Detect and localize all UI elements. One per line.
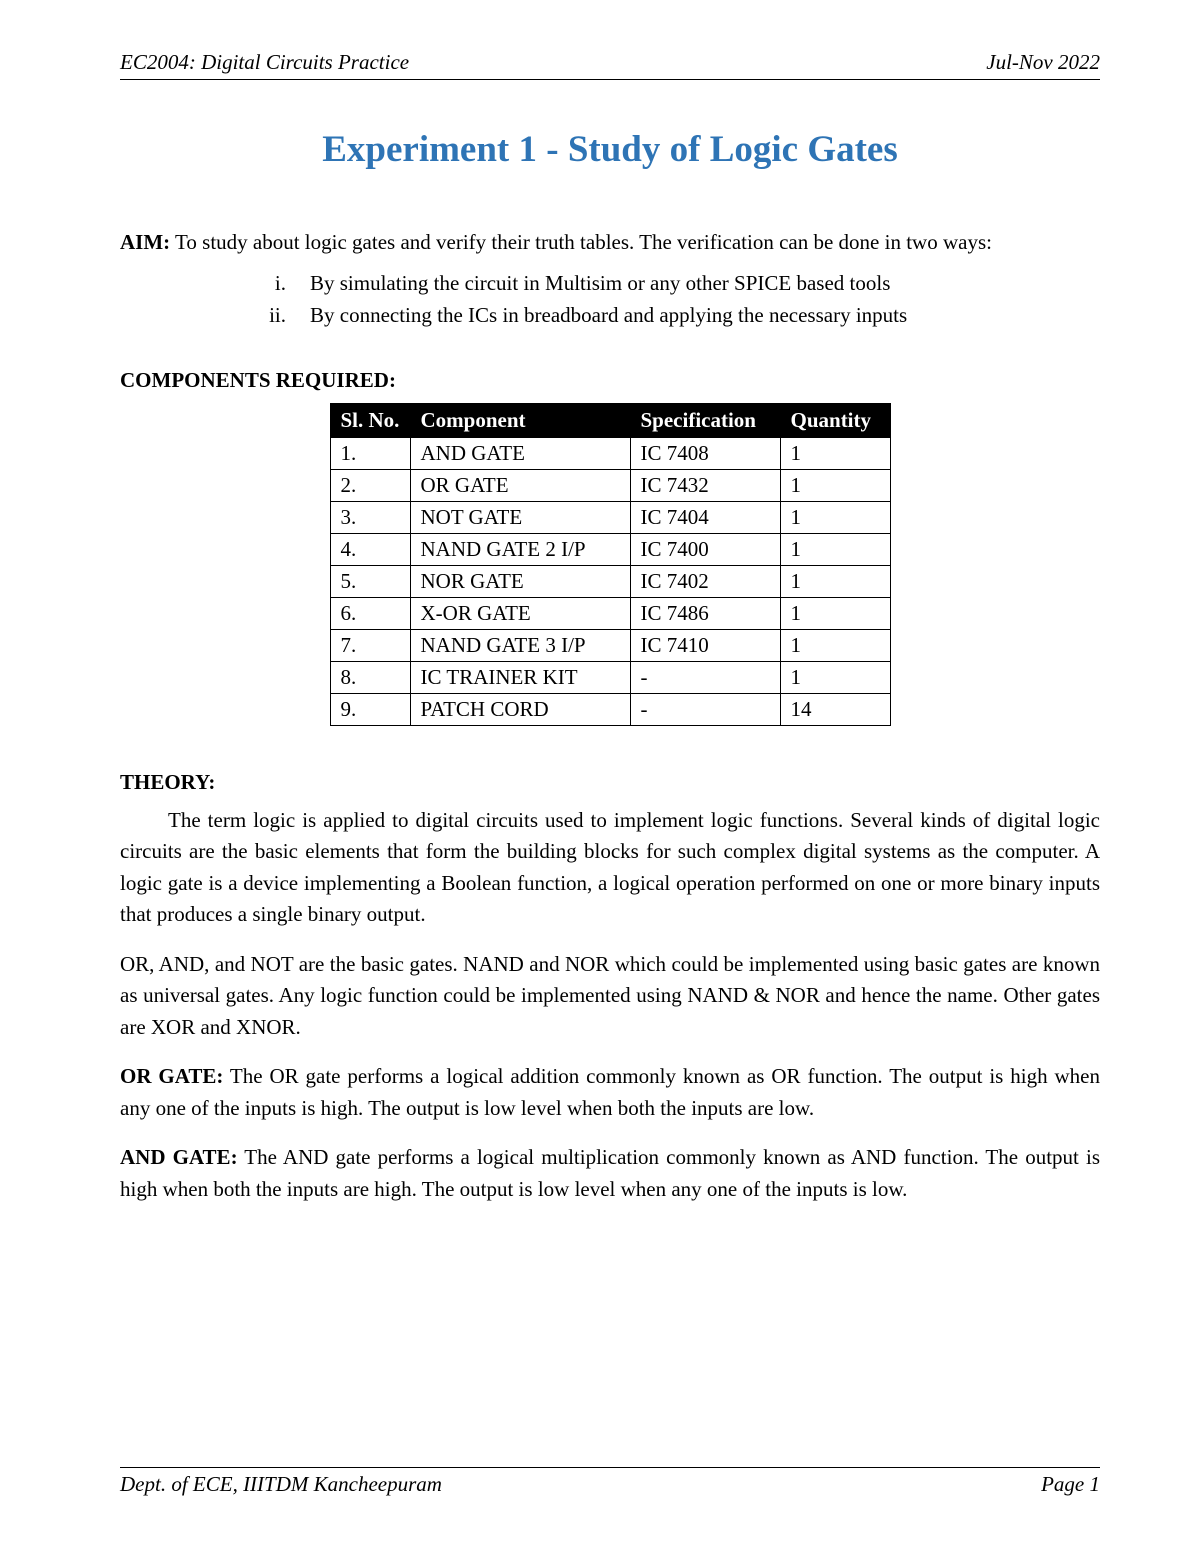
- header-right: Jul-Nov 2022: [986, 50, 1100, 75]
- table-header-row: Sl. No. Component Specification Quantity: [330, 403, 890, 437]
- footer-left: Dept. of ECE, IIITDM Kancheepuram: [120, 1472, 442, 1497]
- table-cell: 1: [780, 629, 890, 661]
- and-gate-label: AND GATE:: [120, 1145, 238, 1169]
- table-cell: OR GATE: [410, 469, 630, 501]
- table-cell: -: [630, 693, 780, 725]
- table-cell: 1: [780, 661, 890, 693]
- table-cell: 5.: [330, 565, 410, 597]
- table-cell: NOR GATE: [410, 565, 630, 597]
- experiment-title: Experiment 1 - Study of Logic Gates: [120, 128, 1100, 171]
- theory-heading: THEORY:: [120, 770, 1100, 795]
- aim-list-item: i. By simulating the circuit in Multisim…: [120, 267, 1100, 300]
- table-cell: 8.: [330, 661, 410, 693]
- components-heading: COMPONENTS REQUIRED:: [120, 368, 1100, 393]
- table-cell: NAND GATE 3 I/P: [410, 629, 630, 661]
- table-cell: -: [630, 661, 780, 693]
- components-table: Sl. No. Component Specification Quantity…: [330, 403, 891, 726]
- table-row: 1.AND GATEIC 74081: [330, 437, 890, 469]
- table-cell: IC 7410: [630, 629, 780, 661]
- theory-para2: OR, AND, and NOT are the basic gates. NA…: [120, 949, 1100, 1044]
- table-cell: NAND GATE 2 I/P: [410, 533, 630, 565]
- table-cell: PATCH CORD: [410, 693, 630, 725]
- aim-list-item: ii. By connecting the ICs in breadboard …: [120, 299, 1100, 332]
- table-row: 7.NAND GATE 3 I/PIC 74101: [330, 629, 890, 661]
- table-cell: X-OR GATE: [410, 597, 630, 629]
- or-gate-text: The OR gate performs a logical addition …: [120, 1064, 1100, 1120]
- aim-text: To study about logic gates and verify th…: [175, 230, 992, 254]
- table-cell: 1.: [330, 437, 410, 469]
- aim-paragraph: AIM: To study about logic gates and veri…: [120, 227, 1100, 259]
- table-cell: IC 7400: [630, 533, 780, 565]
- col-qty: Quantity: [780, 403, 890, 437]
- table-cell: 6.: [330, 597, 410, 629]
- table-cell: 14: [780, 693, 890, 725]
- table-cell: 9.: [330, 693, 410, 725]
- table-cell: IC 7432: [630, 469, 780, 501]
- aim-list: i. By simulating the circuit in Multisim…: [120, 267, 1100, 332]
- theory-para1: The term logic is applied to digital cir…: [120, 805, 1100, 931]
- page-header: EC2004: Digital Circuits Practice Jul-No…: [120, 50, 1100, 80]
- table-cell: IC 7404: [630, 501, 780, 533]
- table-cell: 2.: [330, 469, 410, 501]
- table-cell: IC 7408: [630, 437, 780, 469]
- col-spec: Specification: [630, 403, 780, 437]
- header-left: EC2004: Digital Circuits Practice: [120, 50, 409, 75]
- table-cell: 1: [780, 597, 890, 629]
- table-cell: AND GATE: [410, 437, 630, 469]
- table-cell: 1: [780, 533, 890, 565]
- table-row: 5.NOR GATEIC 74021: [330, 565, 890, 597]
- table-cell: NOT GATE: [410, 501, 630, 533]
- table-row: 2.OR GATEIC 74321: [330, 469, 890, 501]
- table-row: 3.NOT GATEIC 74041: [330, 501, 890, 533]
- or-gate-para: OR GATE: The OR gate performs a logical …: [120, 1061, 1100, 1124]
- table-cell: 4.: [330, 533, 410, 565]
- page: EC2004: Digital Circuits Practice Jul-No…: [0, 0, 1200, 1553]
- table-cell: 1: [780, 437, 890, 469]
- table-cell: 1: [780, 501, 890, 533]
- table-cell: 1: [780, 565, 890, 597]
- and-gate-para: AND GATE: The AND gate performs a logica…: [120, 1142, 1100, 1205]
- table-cell: 3.: [330, 501, 410, 533]
- table-row: 4.NAND GATE 2 I/PIC 74001: [330, 533, 890, 565]
- and-gate-text: The AND gate performs a logical multipli…: [120, 1145, 1100, 1201]
- table-cell: IC TRAINER KIT: [410, 661, 630, 693]
- table-row: 9.PATCH CORD-14: [330, 693, 890, 725]
- col-slno: Sl. No.: [330, 403, 410, 437]
- or-gate-label: OR GATE:: [120, 1064, 223, 1088]
- table-cell: 1: [780, 469, 890, 501]
- table-row: 8.IC TRAINER KIT-1: [330, 661, 890, 693]
- aim-list-num: ii.: [260, 299, 310, 332]
- col-component: Component: [410, 403, 630, 437]
- table-cell: IC 7402: [630, 565, 780, 597]
- aim-list-num: i.: [260, 267, 310, 300]
- aim-list-text: By simulating the circuit in Multisim or…: [310, 267, 890, 300]
- table-row: 6.X-OR GATEIC 74861: [330, 597, 890, 629]
- table-cell: IC 7486: [630, 597, 780, 629]
- page-footer: Dept. of ECE, IIITDM Kancheepuram Page 1: [120, 1467, 1100, 1497]
- aim-list-text: By connecting the ICs in breadboard and …: [310, 299, 907, 332]
- footer-right: Page 1: [1041, 1472, 1100, 1497]
- aim-label: AIM:: [120, 230, 170, 254]
- table-cell: 7.: [330, 629, 410, 661]
